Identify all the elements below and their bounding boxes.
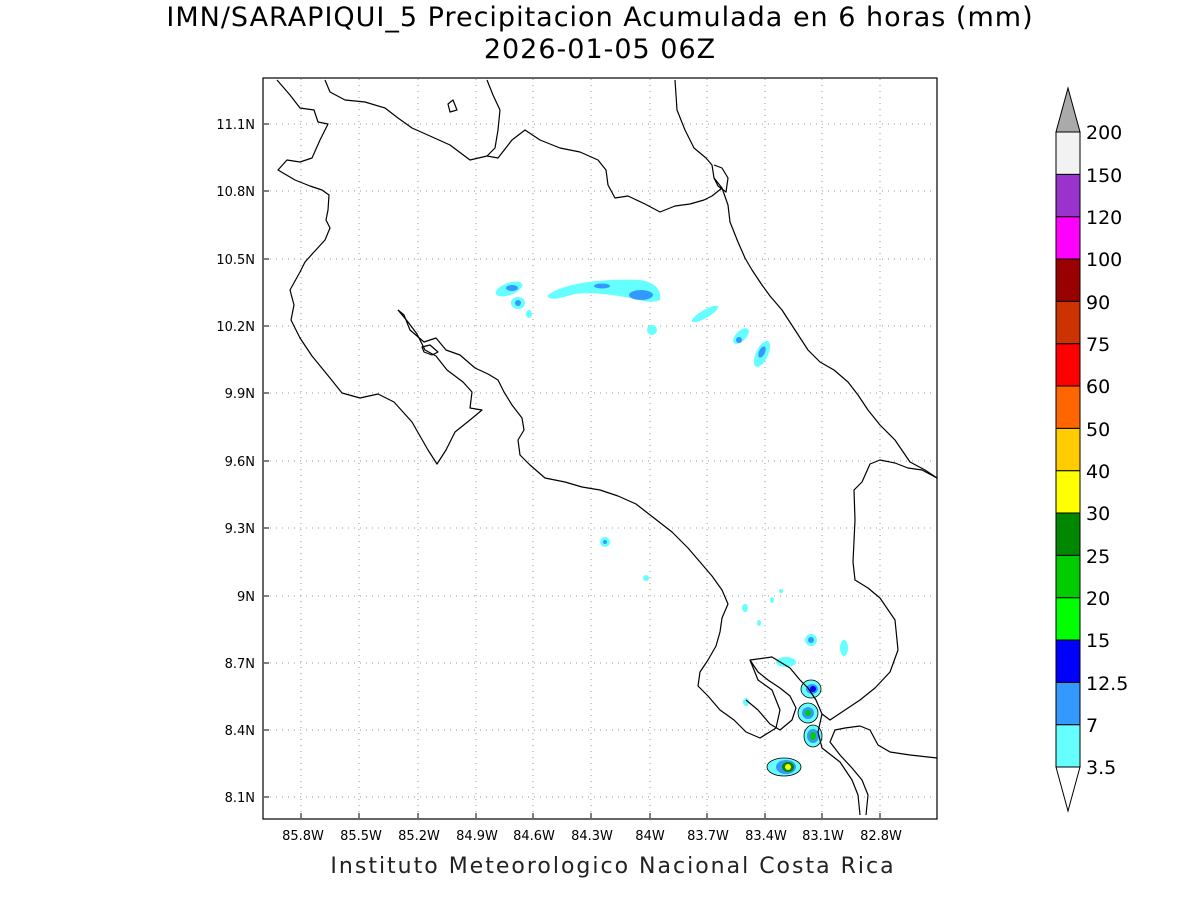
lat-label: 8.4N xyxy=(225,724,255,739)
colorbar-level: 20 xyxy=(1086,588,1110,610)
colorbar-segment xyxy=(1055,512,1081,556)
colorbar-level: 200 xyxy=(1086,122,1122,144)
lat-label: 10.5N xyxy=(216,253,255,268)
colorbar-level: 90 xyxy=(1086,292,1110,314)
precip-cell xyxy=(810,686,816,692)
precip-cell xyxy=(805,710,811,716)
precip-cell xyxy=(736,337,742,343)
colorbar-segment xyxy=(1055,427,1081,472)
colorbar-segment xyxy=(1055,131,1081,175)
colorbar-segment xyxy=(1055,639,1081,683)
precip-cell xyxy=(776,657,796,667)
precip-cell xyxy=(743,698,749,706)
precip-cell xyxy=(742,604,748,612)
colorbar-segment xyxy=(1055,216,1081,260)
colorbar-segment xyxy=(1055,597,1081,641)
precip-cell xyxy=(515,300,521,306)
colorbar-segment xyxy=(1055,554,1081,599)
precip-cell xyxy=(526,310,532,318)
axis-ticks xyxy=(264,123,881,818)
precip-cell xyxy=(770,597,774,603)
map-frame xyxy=(262,77,938,820)
lat-label: 9.6N xyxy=(225,455,255,470)
colorbar-level: 3.5 xyxy=(1086,757,1116,779)
lat-label: 9.3N xyxy=(225,522,255,537)
colorbar-level: 150 xyxy=(1086,165,1122,187)
lat-label: 8.7N xyxy=(225,657,255,672)
colorbar-level: 7 xyxy=(1086,715,1098,737)
precip-cell xyxy=(691,305,719,323)
colorbar-segment xyxy=(1055,470,1081,514)
lon-label: 84.6W xyxy=(513,829,555,844)
colorbar-level: 75 xyxy=(1086,334,1110,356)
colorbar xyxy=(1055,86,1081,813)
precip-cell xyxy=(840,640,848,656)
map-title: IMN/SARAPIQUI_5 Precipitacion Acumulada … xyxy=(166,2,1034,33)
lat-label: 10.8N xyxy=(216,185,255,200)
precip-cell xyxy=(594,283,610,289)
precip-cell xyxy=(506,285,518,291)
precip-cell xyxy=(779,589,783,593)
colorbar-upper-arrow xyxy=(1055,86,1081,133)
lon-label: 85.5W xyxy=(340,829,382,844)
lon-label: 85.8W xyxy=(282,829,324,844)
precip-cell xyxy=(643,575,649,581)
precip-cell xyxy=(810,732,816,740)
colorbar-level: 12.5 xyxy=(1086,673,1128,695)
colorbar-level: 30 xyxy=(1086,503,1110,525)
colorbar-segment xyxy=(1055,385,1081,429)
lon-label: 83.1W xyxy=(802,829,844,844)
lat-label: 8.1N xyxy=(225,791,255,806)
lat-label: 9N xyxy=(237,590,255,605)
precip-cell xyxy=(629,290,653,300)
colorbar-level: 60 xyxy=(1086,376,1110,398)
precip-cell xyxy=(647,325,657,335)
colorbar-segment xyxy=(1055,343,1081,387)
colorbar-lower-arrow xyxy=(1055,766,1081,813)
lon-label: 84.9W xyxy=(456,829,498,844)
precip-cell xyxy=(808,637,814,643)
precip-cell xyxy=(758,346,766,358)
colorbar-level: 40 xyxy=(1086,461,1110,483)
map-datetime: 2026-01-05 06Z xyxy=(483,34,717,65)
colorbar-level: 100 xyxy=(1086,249,1122,271)
colorbar-level: 15 xyxy=(1086,630,1110,652)
lon-label: 85.2W xyxy=(398,829,440,844)
lon-label: 83.4W xyxy=(745,829,787,844)
lon-label: 82.8W xyxy=(860,829,902,844)
colorbar-segment xyxy=(1055,173,1081,218)
colorbar-level: 50 xyxy=(1086,419,1110,441)
graticule xyxy=(264,79,936,818)
lon-label: 84.3W xyxy=(571,829,613,844)
colorbar-segment xyxy=(1055,681,1081,726)
colorbar-labels: 3.5 7 12.5 15 20 25 30 40 50 60 75 90 10… xyxy=(1086,122,1128,779)
latitude-labels: 11.1N 10.8N 10.5N 10.2N 9.9N 9.6N 9.3N 9… xyxy=(216,118,255,806)
colorbar-level: 120 xyxy=(1086,207,1122,229)
precip-cell xyxy=(757,620,761,626)
precipitation-field xyxy=(495,279,848,777)
lat-label: 11.1N xyxy=(216,118,255,133)
lat-label: 10.2N xyxy=(216,320,255,335)
colorbar-segment xyxy=(1055,258,1081,302)
lat-label: 9.9N xyxy=(225,387,255,402)
colorbar-segment xyxy=(1055,300,1081,345)
lon-label: 83.7W xyxy=(687,829,729,844)
coastline xyxy=(276,79,938,816)
precip-cell xyxy=(785,764,791,770)
lon-label: 84W xyxy=(635,829,665,844)
colorbar-segment xyxy=(1055,724,1081,768)
longitude-labels: 85.8W 85.5W 85.2W 84.9W 84.6W 84.3W 84W … xyxy=(282,829,902,844)
footer-credit: Instituto Meteorologico Nacional Costa R… xyxy=(330,854,896,879)
precip-cell xyxy=(603,540,607,544)
colorbar-level: 25 xyxy=(1086,546,1110,568)
